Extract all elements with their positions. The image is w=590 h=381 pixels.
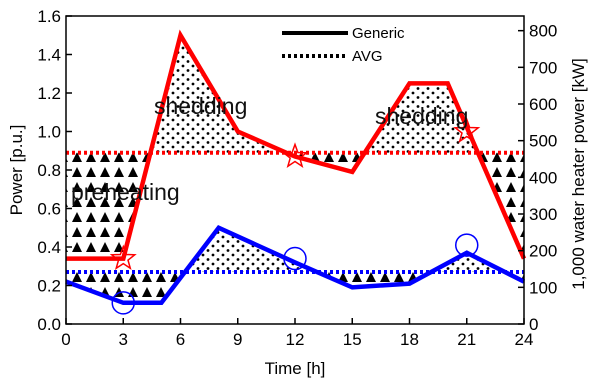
- shedding-region-1: [150, 35, 286, 153]
- y-tick-label-0: 0.0: [37, 315, 61, 334]
- y-tick-label-5: 1.0: [37, 123, 61, 142]
- series-line-0: [66, 29, 527, 261]
- y2-tick-label-8: 800: [529, 22, 557, 41]
- circle-marker-4: [283, 246, 307, 271]
- circle-marker-3: [111, 291, 135, 315]
- y-axis-label: Power [p.u.]: [7, 125, 26, 216]
- x-axis-label: Time [h]: [265, 359, 326, 378]
- y2-tick-label-6: 600: [529, 95, 557, 114]
- x-tick-label-4: 12: [286, 330, 305, 349]
- star-marker-2: [453, 117, 481, 143]
- shedding-region-8: [431, 252, 505, 272]
- legend-label-generic: Generic: [352, 25, 405, 42]
- y-tick-label-2: 0.4: [37, 238, 61, 257]
- y2-tick-label-7: 700: [529, 58, 557, 77]
- y-tick-label-6: 1.2: [37, 84, 61, 103]
- x-tick-label-1: 3: [119, 330, 128, 349]
- y-tick-label-1: 0.2: [37, 277, 61, 296]
- annotation-preheating: preheating: [71, 179, 180, 205]
- annotation-shedding-2: shedding: [375, 103, 468, 129]
- axis-ticks: 0 3 6 9 12 15 18 21 24 0.0 0.2 0.4 0.6 0.8 1.0 1.2 1.4 1.…: [37, 7, 557, 349]
- y-tick-label-4: 0.8: [37, 161, 61, 180]
- legend-label-avg: AVG: [352, 48, 383, 65]
- x-tick-label-5: 15: [343, 330, 362, 349]
- y2-tick-label-4: 400: [529, 168, 557, 187]
- y2-tick-label-0: 0: [529, 315, 538, 334]
- shedding-region-3: [365, 83, 478, 153]
- star-marker-0: [109, 244, 137, 271]
- x-tick-label-3: 9: [233, 330, 242, 349]
- x-tick-label-8: 24: [515, 330, 534, 349]
- x-tick-label-0: 0: [61, 330, 70, 349]
- markers: [109, 117, 481, 315]
- y2-tick-label-1: 100: [529, 278, 557, 297]
- legend: Generic AVG: [282, 25, 405, 65]
- series-lines: [65, 29, 527, 306]
- x-tick-label-7: 21: [457, 330, 476, 349]
- annotation-shedding-1: shedding: [154, 93, 247, 119]
- y-tick-label-8: 1.6: [37, 7, 61, 26]
- y-tick-label-7: 1.4: [37, 46, 61, 65]
- series-line-2: [65, 225, 526, 306]
- preheating-region-5: [66, 272, 185, 303]
- y-tick-label-3: 0.6: [37, 200, 61, 219]
- y2-tick-label-3: 300: [529, 205, 557, 224]
- y2-tick-label-2: 200: [529, 242, 557, 261]
- x-tick-label-6: 18: [400, 330, 419, 349]
- y2-axis-label: 1,000 water heater power [kW]: [569, 58, 588, 290]
- y2-tick-label-5: 500: [529, 132, 557, 151]
- x-tick-label-2: 6: [176, 330, 185, 349]
- star-marker-1: [281, 142, 309, 168]
- circle-marker-5: [455, 233, 479, 257]
